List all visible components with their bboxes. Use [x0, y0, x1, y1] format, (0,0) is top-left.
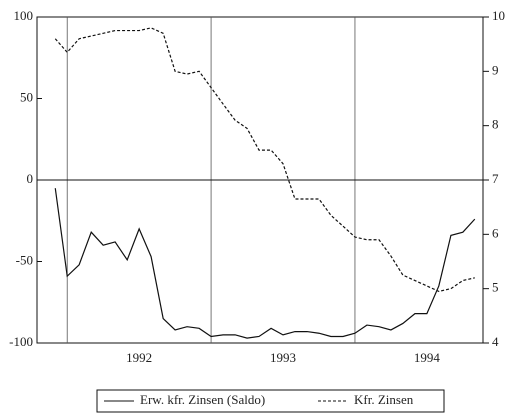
- x-tick-label: 1994: [414, 350, 441, 365]
- legend-label: Erw. kfr. Zinsen (Saldo): [140, 392, 265, 407]
- y-tick-label: -50: [16, 252, 33, 267]
- y-tick-label: 100: [14, 8, 34, 23]
- y2-tick-label: 10: [492, 8, 505, 23]
- series-line: [54, 188, 476, 339]
- legend-label: Kfr. Zinsen: [354, 392, 414, 407]
- legend-box: [96, 389, 445, 413]
- series-line: [54, 27, 475, 293]
- y2-tick-label: 7: [492, 171, 499, 186]
- y-tick-label: -100: [9, 334, 33, 349]
- y2-tick-label: 5: [492, 280, 499, 295]
- y-tick-label: 50: [20, 89, 33, 104]
- y2-tick-label: 4: [492, 334, 499, 349]
- x-tick-label: 1992: [126, 350, 152, 365]
- y2-tick-label: 8: [492, 117, 499, 132]
- y-tick-label: 0: [27, 171, 34, 186]
- y2-tick-label: 9: [492, 62, 499, 77]
- y2-tick-label: 6: [492, 225, 499, 240]
- x-tick-label: 1993: [270, 350, 296, 365]
